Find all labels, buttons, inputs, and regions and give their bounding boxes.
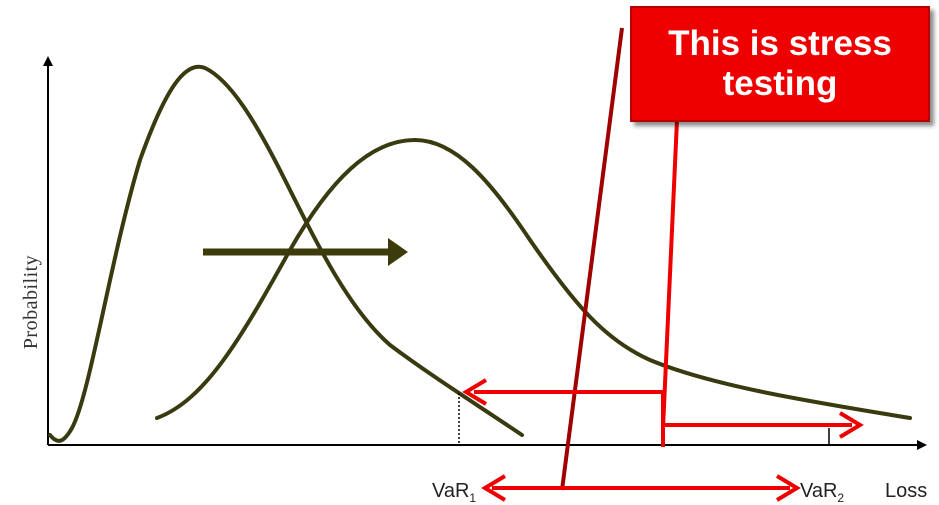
- var2-label-base: VaR: [800, 480, 838, 502]
- var1-label-sub: 1: [469, 491, 477, 505]
- callout-connector-line: [661, 119, 679, 429]
- var1-label-base: VaR: [432, 480, 470, 502]
- y-axis-label: Probability: [20, 254, 42, 350]
- stressed-loss-distribution-curve: [155, 137, 912, 420]
- var-difference-arrow: [481, 474, 801, 502]
- diagonal-pointer-line: [560, 27, 624, 491]
- x-axis-label: Loss: [885, 480, 928, 502]
- var2-label: VaR2: [800, 480, 844, 505]
- callout-text: This is stress testing: [668, 24, 892, 103]
- var1-label: VaR1: [432, 480, 476, 505]
- distribution-shift-arrow: [203, 238, 408, 266]
- stress-testing-callout: This is stress testing: [630, 6, 930, 122]
- arrow-to-stressed-tail: [663, 411, 864, 439]
- original-loss-distribution-curve: [48, 64, 524, 443]
- var2-label-sub: 2: [837, 491, 845, 505]
- arrow-to-original-tail: [462, 378, 663, 406]
